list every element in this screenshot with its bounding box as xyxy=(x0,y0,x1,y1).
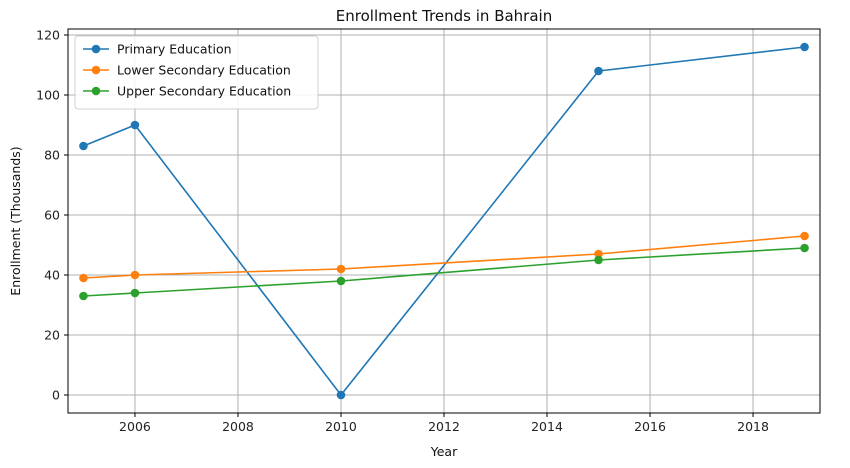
legend-marker xyxy=(91,65,101,75)
y-tick-label: 100 xyxy=(36,88,60,103)
data-point xyxy=(130,120,140,130)
legend-marker xyxy=(91,86,101,96)
data-point xyxy=(336,276,346,286)
x-tick-label: 2008 xyxy=(222,419,254,434)
series-0 xyxy=(79,42,809,400)
series-1 xyxy=(79,231,809,283)
x-tick-label: 2016 xyxy=(634,419,666,434)
data-point xyxy=(130,288,140,298)
x-tick-label: 2010 xyxy=(325,419,357,434)
legend-label: Lower Secondary Education xyxy=(117,63,291,78)
data-point xyxy=(79,141,88,151)
data-point xyxy=(79,273,88,283)
legend: Primary Education Lower Secondary Educati… xyxy=(74,35,319,110)
data-point xyxy=(594,66,603,76)
data-point xyxy=(79,291,88,301)
x-axis-label: Year xyxy=(430,444,458,459)
x-tick-label: 2014 xyxy=(531,419,563,434)
legend-label: Primary Education xyxy=(117,42,232,57)
x-tick-label: 2012 xyxy=(428,419,460,434)
grid-lines xyxy=(68,29,820,413)
data-point xyxy=(336,264,346,274)
x-tick-label: 2018 xyxy=(737,419,769,434)
data-point xyxy=(800,243,809,253)
y-tick-label: 20 xyxy=(44,328,60,343)
y-tick-label: 40 xyxy=(44,268,60,283)
data-point xyxy=(800,42,809,52)
x-tick-label: 2006 xyxy=(119,419,151,434)
legend-item: Primary Education xyxy=(83,42,232,57)
series-2 xyxy=(79,243,809,301)
data-point xyxy=(800,231,809,241)
legend-item: Upper Secondary Education xyxy=(83,84,291,99)
legend-label: Upper Secondary Education xyxy=(117,84,291,99)
data-point xyxy=(594,249,603,259)
y-tick-label: 120 xyxy=(36,28,60,43)
series-lines xyxy=(79,42,809,400)
legend-marker xyxy=(91,44,101,54)
legend-item: Lower Secondary Education xyxy=(83,63,291,78)
data-point xyxy=(130,270,140,280)
y-axis-label: Enrollment (Thousands) xyxy=(8,146,23,295)
y-tick-label: 80 xyxy=(44,148,60,163)
axis-ticks: 2006 2008 2010 2012 2014 2016 2018 0 20 40 60 80 100… xyxy=(36,28,769,435)
data-point xyxy=(594,255,603,265)
y-tick-label: 0 xyxy=(52,388,60,403)
legend-box xyxy=(74,35,319,110)
data-point xyxy=(336,390,346,400)
y-tick-label: 60 xyxy=(44,208,60,223)
chart-title: Enrollment Trends in Bahrain xyxy=(336,7,552,25)
